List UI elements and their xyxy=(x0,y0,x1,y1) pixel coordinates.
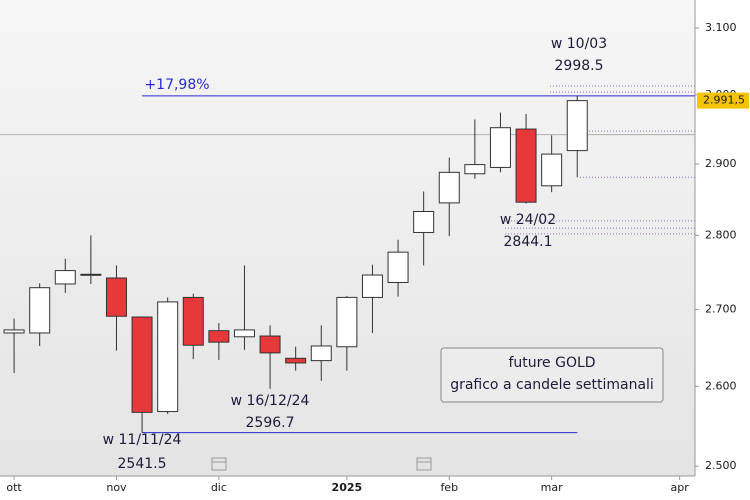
annotation-value: 2998.5 xyxy=(555,58,604,74)
candle-body xyxy=(464,164,486,175)
y-tick-label: 2.800 xyxy=(705,228,737,241)
x-tick-label: apr xyxy=(671,481,690,494)
candle-body xyxy=(131,316,153,413)
annotation-week: w 11/11/24 xyxy=(103,432,182,448)
x-tick-label: feb xyxy=(440,481,458,494)
candle-body xyxy=(182,296,204,346)
candle-body xyxy=(489,127,511,168)
annotation-value: 2596.7 xyxy=(246,415,295,431)
candle-body xyxy=(80,273,102,276)
range-label: +17,98% xyxy=(144,77,209,93)
candle-body xyxy=(336,296,358,348)
candle-body xyxy=(413,211,435,233)
x-tick-label: 2025 xyxy=(332,481,363,494)
candle-body xyxy=(3,329,25,334)
candle-body xyxy=(29,287,51,334)
info-text: grafico a candele settimanali xyxy=(450,377,654,393)
x-tick-label: ott xyxy=(6,481,22,494)
annotation-value: 2844.1 xyxy=(504,234,553,250)
info-box xyxy=(440,347,664,403)
annotation-week: w 10/03 xyxy=(551,36,607,52)
candle-body xyxy=(285,357,307,364)
info-text: future GOLD xyxy=(508,355,595,371)
annotation-value: 2541.5 xyxy=(118,456,167,472)
candle-body xyxy=(259,335,281,354)
calendar-icon xyxy=(211,457,432,471)
candle-body xyxy=(157,301,179,413)
annotation-week: w 16/12/24 xyxy=(231,393,310,409)
x-tick-label: mar xyxy=(541,481,563,494)
candle-body xyxy=(233,329,255,338)
y-axis-area xyxy=(695,0,750,500)
candle-body xyxy=(438,171,460,204)
price-tag-label: 2.991,5 xyxy=(703,94,745,107)
candle-body xyxy=(515,128,537,203)
y-tick-label: 2.600 xyxy=(705,379,737,392)
price-tag xyxy=(697,92,749,109)
candle-body xyxy=(208,330,230,343)
annotation-week: w 24/02 xyxy=(500,212,556,228)
candle-body xyxy=(387,251,409,283)
y-tick-label: 3.100 xyxy=(705,21,737,34)
candle-body xyxy=(105,277,127,317)
x-axis-area xyxy=(0,476,695,500)
candle-body xyxy=(541,153,563,187)
candle-body xyxy=(310,345,332,362)
x-tick-label: nov xyxy=(106,481,127,494)
y-tick-label: 2.500 xyxy=(705,459,737,472)
y-tick-label: 2.900 xyxy=(705,157,737,170)
y-tick-label: 2.700 xyxy=(705,302,737,315)
candle-body xyxy=(566,100,588,152)
candle-body xyxy=(54,270,76,285)
x-tick-label: dic xyxy=(211,481,227,494)
candle-body xyxy=(361,274,383,298)
